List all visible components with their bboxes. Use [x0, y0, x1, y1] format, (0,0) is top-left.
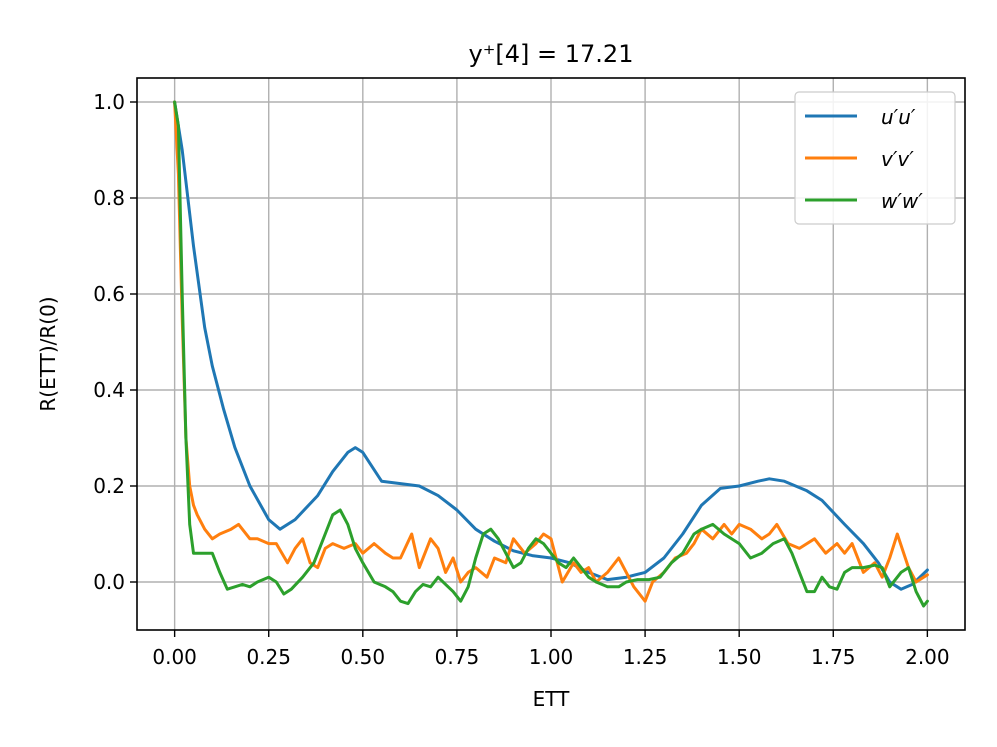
y-tick-label: 0.0: [93, 570, 125, 594]
y-tick-label: 0.4: [93, 378, 125, 402]
y-tick-label: 1.0: [93, 90, 125, 114]
y-axis-label: R(ETT)/R(0): [36, 296, 60, 411]
x-tick-label: 1.25: [623, 645, 668, 669]
legend-box: [794, 91, 956, 225]
legend: u′u′ v′v′ w′w′: [794, 91, 956, 225]
x-tick-label: 0.75: [435, 645, 480, 669]
x-tick-label: 1.50: [717, 645, 762, 669]
chart-title: y⁺[4] = 17.21: [469, 40, 634, 68]
ticks: 0.00 0.25 0.50 0.75 1.00 1.25 1.50 1.75 2.00 0.0 0…: [93, 90, 949, 669]
x-tick-label: 1.75: [811, 645, 856, 669]
legend-label: v′v′: [881, 147, 914, 171]
x-tick-label: 1.00: [529, 645, 574, 669]
legend-label: u′u′: [881, 105, 916, 129]
legend-label: w′w′: [881, 189, 923, 213]
x-tick-label: 0.50: [341, 645, 386, 669]
x-tick-label: 2.00: [905, 645, 950, 669]
y-tick-label: 0.8: [93, 186, 125, 210]
series-line-3: [173, 100, 929, 608]
y-tick-label: 0.6: [93, 282, 125, 306]
x-axis-label: ETT: [533, 687, 571, 711]
x-tick-label: 0.00: [152, 645, 197, 669]
y-tick-label: 0.2: [93, 474, 125, 498]
series-group: [173, 100, 929, 608]
x-tick-label: 0.25: [246, 645, 291, 669]
